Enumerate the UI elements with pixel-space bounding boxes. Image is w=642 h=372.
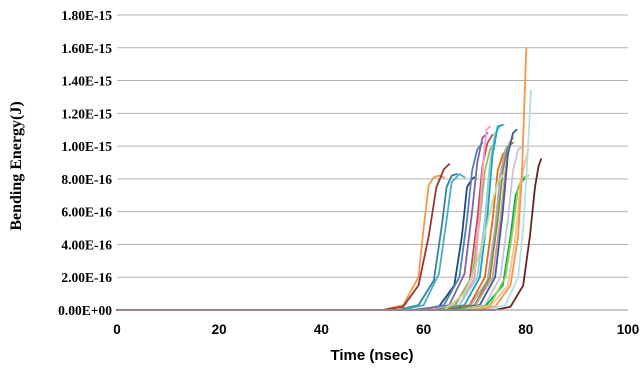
- series-lines: [116, 46, 542, 311]
- x-tick-label: 80: [518, 322, 533, 337]
- y-tick-label: 1.20E-15: [61, 106, 112, 121]
- x-tick-label: 60: [416, 322, 431, 337]
- x-tick-label: 40: [314, 322, 329, 337]
- y-tick-label: 1.60E-15: [61, 41, 112, 56]
- x-axis-title: Time (nsec): [330, 347, 413, 364]
- y-tick-label: 4.00E-16: [61, 237, 112, 252]
- x-tick-labels: 0 20 40 60 80 100: [113, 322, 639, 337]
- series-line-16: [116, 174, 504, 311]
- y-tick-label: 6.00E-16: [61, 205, 112, 220]
- y-tick-label: 2.00E-16: [61, 270, 112, 285]
- x-tick-label: 20: [212, 322, 227, 337]
- gridlines: [117, 14, 628, 278]
- y-tick-label: 1.40E-15: [61, 74, 112, 89]
- y-tick-label: 8.00E-16: [61, 172, 112, 187]
- x-tick-label: 0: [113, 322, 121, 337]
- x-tick-label: 100: [617, 322, 640, 337]
- y-tick-label: 0.00E+00: [58, 303, 112, 318]
- y-axis-title: Bending Energy(J): [8, 101, 25, 230]
- y-tick-labels: 0.00E+00 2.00E-16 4.00E-16 6.00E-16 8.00E-16…: [58, 8, 112, 318]
- y-tick-label: 1.80E-15: [61, 8, 112, 23]
- y-tick-label: 1.00E-15: [61, 139, 112, 154]
